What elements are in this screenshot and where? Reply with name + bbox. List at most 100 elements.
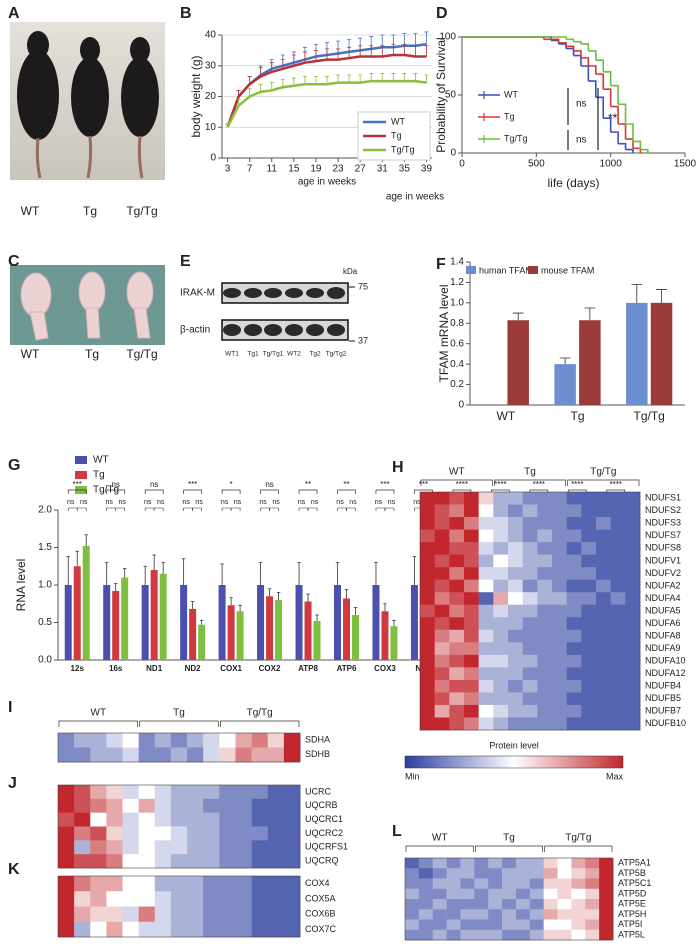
error-bar <box>424 45 429 57</box>
group-label: WT <box>91 708 107 719</box>
significance: **** <box>533 480 545 489</box>
error-bar <box>413 73 418 82</box>
heat-cell <box>552 542 567 555</box>
heat-cell <box>449 654 465 668</box>
heat-cell <box>449 629 465 643</box>
heat-cell <box>434 642 450 656</box>
heat-cell <box>235 785 252 800</box>
blot-lane: WT2 <box>287 351 301 358</box>
heat-cell <box>581 692 597 706</box>
heat-cell <box>251 840 269 855</box>
bar <box>372 585 380 660</box>
heat-cell <box>478 617 494 631</box>
survival-step <box>566 47 575 56</box>
heat-cell <box>420 704 435 718</box>
error-bar <box>181 558 186 585</box>
heat-cell <box>203 733 220 748</box>
x-tick-label: 11 <box>267 164 278 175</box>
heat-cell <box>552 679 567 693</box>
row-label: ATP5L <box>618 929 645 939</box>
row-label: COX6B <box>305 909 336 919</box>
heat-cell <box>508 492 523 505</box>
error-bar <box>291 54 296 66</box>
heat-cell <box>552 567 567 580</box>
heat-cell <box>610 579 626 593</box>
heat-cell <box>625 542 641 555</box>
group-label: WT <box>432 833 448 844</box>
legend-swatch <box>528 266 538 274</box>
heat-cell <box>581 704 597 718</box>
row-label: ATP5C1 <box>618 878 651 888</box>
heat-cell <box>566 592 582 606</box>
heat-cell <box>522 704 538 718</box>
survival-step <box>573 54 582 66</box>
x-tick-label: 19 <box>310 164 322 175</box>
heat-cell <box>58 891 75 907</box>
heat-cell <box>581 667 597 681</box>
heat-cell <box>219 812 236 827</box>
heat-cell <box>122 826 139 841</box>
heat-cell <box>522 617 538 631</box>
heat-cell <box>420 654 435 668</box>
group-label: Tg/Tg <box>565 833 591 844</box>
error-bar <box>380 45 385 57</box>
error-bar <box>104 562 109 585</box>
heat-cell <box>502 868 517 879</box>
y-axis-label: Probability of Survival <box>434 37 448 152</box>
heat-cell <box>434 492 450 505</box>
row-label: NDUFS3 <box>645 518 681 528</box>
heat-cell <box>235 747 252 763</box>
significance: ns <box>413 499 421 506</box>
heat-cell <box>405 899 420 910</box>
heat-cell <box>420 517 435 530</box>
error-bar <box>113 583 118 591</box>
bracket <box>298 507 309 511</box>
heat-cell <box>235 891 252 907</box>
heat-cell <box>537 579 553 593</box>
heat-cell <box>122 798 139 813</box>
y-tick-label: 0.8 <box>450 318 464 329</box>
error-bar <box>347 46 352 59</box>
heat-cell <box>90 876 107 892</box>
heat-cell <box>449 492 465 505</box>
heat-cell <box>187 840 204 855</box>
error-bar <box>380 73 385 82</box>
heatmap-frame <box>57 875 301 938</box>
heat-cell <box>418 888 434 900</box>
heat-cell <box>502 909 517 920</box>
heat-cell <box>74 876 91 892</box>
row-label: COX5A <box>305 893 336 903</box>
error-bar <box>291 77 296 86</box>
legend-label: WT <box>391 116 405 126</box>
heat-cell <box>203 747 220 763</box>
heat-cell <box>464 717 479 731</box>
heat-cell <box>449 579 465 593</box>
heat-cell <box>418 878 434 890</box>
heat-cell <box>599 929 614 941</box>
heat-cell <box>508 654 523 668</box>
heat-cell <box>488 878 503 890</box>
heat-cell <box>625 617 641 631</box>
error-bar <box>584 307 596 321</box>
error-bar <box>66 556 70 585</box>
heat-cell <box>571 899 586 910</box>
error-bar <box>269 62 274 72</box>
heat-cell <box>122 785 139 800</box>
heat-cell <box>529 868 544 879</box>
heat-cell <box>522 692 538 706</box>
heat-cell <box>283 891 301 907</box>
heat-cell <box>502 888 517 900</box>
heat-cell <box>478 704 494 718</box>
survival-step <box>625 123 634 142</box>
group-label: Tg <box>503 833 515 844</box>
heat-cell <box>493 604 509 618</box>
heat-cell <box>610 492 626 505</box>
row-label: COX7C <box>305 924 337 934</box>
heat-cell <box>449 554 465 568</box>
x-tick-label: 23 <box>332 164 344 175</box>
heat-cell <box>552 704 567 718</box>
heat-cell <box>106 840 123 855</box>
heat-cell <box>170 840 188 855</box>
heat-cell <box>219 840 236 855</box>
heat-cell <box>566 604 582 618</box>
